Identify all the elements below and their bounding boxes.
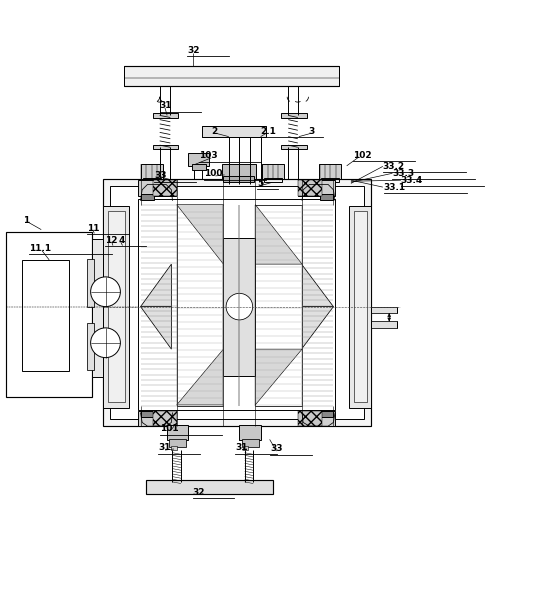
Bar [255,205,302,407]
Bar [239,424,261,440]
Bar [171,446,177,450]
Bar [88,259,94,307]
Bar [140,194,154,200]
Text: 33: 33 [154,172,167,181]
Bar [202,126,266,137]
Text: 5: 5 [257,179,264,188]
Polygon shape [302,307,333,349]
Text: 101: 101 [160,424,178,433]
Bar [222,164,256,179]
Bar [298,411,321,426]
Bar [104,179,371,426]
Text: 3: 3 [309,127,315,136]
Bar [298,411,335,426]
Bar [177,205,223,407]
Bar [262,164,284,179]
Text: 32: 32 [193,488,205,497]
Bar [298,180,335,196]
Bar [167,424,189,440]
Polygon shape [140,264,171,307]
Text: 102: 102 [353,151,372,160]
Text: 100: 100 [205,169,223,178]
Text: 31: 31 [158,443,170,452]
Text: 33.4: 33.4 [401,176,423,185]
Text: 2: 2 [211,127,217,136]
Bar [138,180,176,196]
Bar [243,446,248,450]
Bar [153,411,177,426]
Bar [143,178,161,182]
Text: 33.2: 33.2 [383,162,405,171]
Bar [92,239,104,377]
Bar [281,144,307,149]
Bar [354,211,367,402]
Bar [298,180,321,196]
Text: 31: 31 [235,443,248,452]
Bar [189,153,209,166]
Bar [153,180,177,196]
Bar [108,211,124,402]
Text: 2.1: 2.1 [261,127,277,136]
Bar [153,113,178,117]
Bar [319,164,341,179]
Circle shape [91,328,120,358]
Bar [138,199,335,410]
Bar [88,323,94,371]
Bar [138,411,176,426]
Polygon shape [177,205,223,264]
Bar [146,480,273,494]
Bar [140,411,154,417]
Bar [153,144,178,149]
Bar [111,185,364,419]
Text: 1: 1 [22,216,29,225]
Bar [104,205,129,407]
Text: 33.1: 33.1 [384,182,406,192]
Bar [169,439,186,448]
Text: 32: 32 [187,46,200,55]
Bar [264,178,282,182]
Polygon shape [177,349,223,405]
Text: 33: 33 [270,445,282,453]
Bar [320,194,333,200]
Text: 4: 4 [118,236,124,244]
Circle shape [226,294,253,320]
Bar [223,237,255,376]
Bar [140,164,163,179]
Bar [241,439,258,448]
Polygon shape [140,307,171,349]
Bar [321,178,339,182]
Bar [281,113,307,117]
Polygon shape [255,349,302,405]
Bar [371,307,397,313]
Bar [349,205,371,407]
Bar [223,176,254,182]
Bar [320,411,333,417]
Bar [6,232,92,397]
Bar [371,321,397,328]
Text: 11: 11 [88,224,100,233]
Bar [192,164,207,169]
Circle shape [91,277,120,307]
Text: 11.1: 11.1 [29,244,51,253]
Bar [123,66,339,86]
Polygon shape [255,205,302,264]
Text: 31: 31 [160,101,172,110]
Text: 33.3: 33.3 [392,169,414,178]
Bar [21,260,69,371]
Text: 103: 103 [199,152,218,160]
Text: 12: 12 [105,236,117,244]
Polygon shape [302,264,333,307]
